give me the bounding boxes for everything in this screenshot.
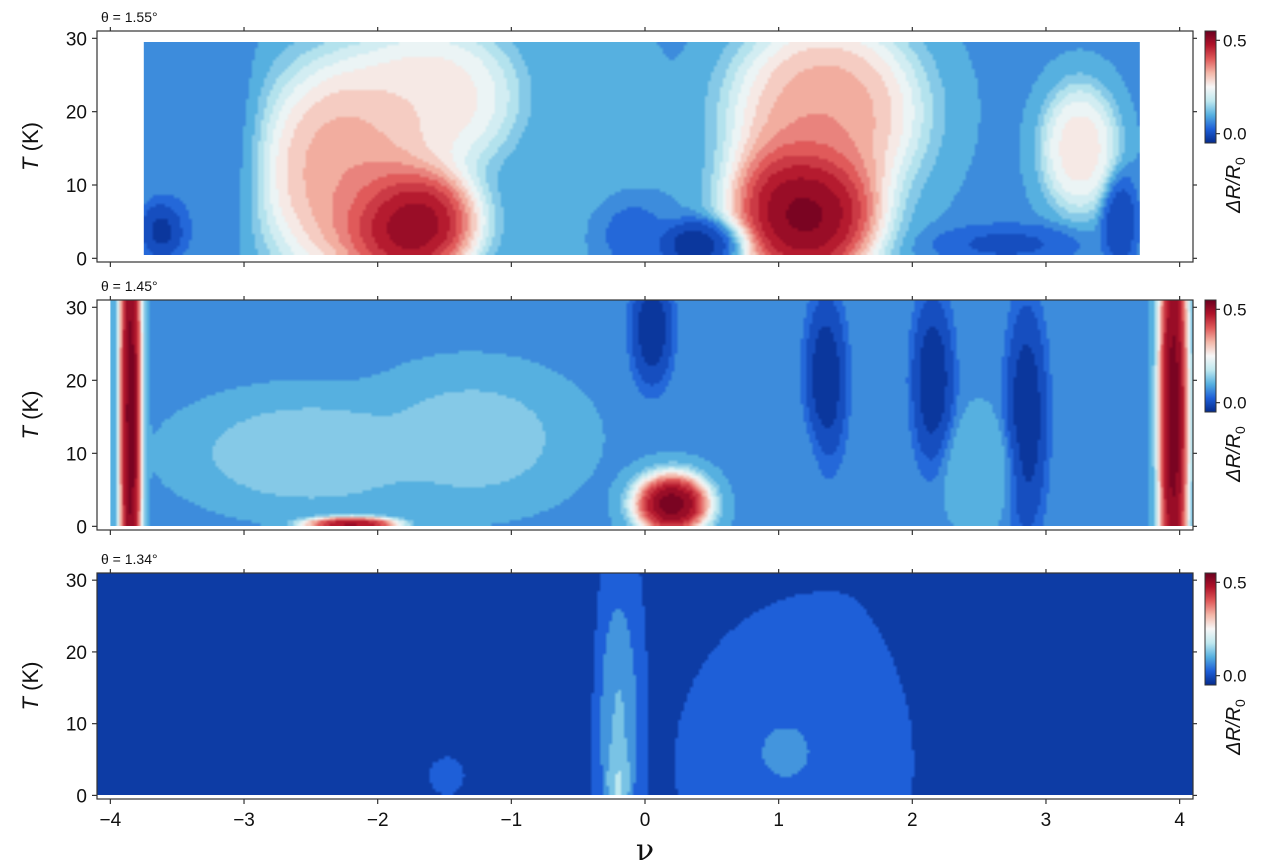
colorbar-tick-label: 0.0 bbox=[1223, 125, 1247, 144]
y-tick-label: 0 bbox=[76, 517, 87, 538]
x-tick-label: 1 bbox=[773, 810, 784, 831]
y-tick-label: 30 bbox=[66, 571, 87, 592]
y-axis-label: T (K) bbox=[18, 391, 43, 440]
x-tick-label: −1 bbox=[501, 810, 523, 831]
heatmap-raster bbox=[110, 300, 1194, 526]
colorbar-tick-label: 0.0 bbox=[1223, 667, 1247, 686]
colorbar-label: ΔR/R0 bbox=[1223, 157, 1248, 214]
x-tick-label: 2 bbox=[907, 810, 918, 831]
colorbar-tick-label: 0.0 bbox=[1223, 394, 1247, 413]
x-tick-label: 4 bbox=[1174, 810, 1185, 831]
y-tick-label: 30 bbox=[66, 29, 87, 50]
y-tick-label: 20 bbox=[66, 103, 87, 124]
x-tick-label: −3 bbox=[233, 810, 255, 831]
y-tick-label: 20 bbox=[66, 643, 87, 664]
y-tick-label: 10 bbox=[66, 176, 87, 197]
colorbar-gradient bbox=[1204, 30, 1217, 144]
x-tick-label: −4 bbox=[100, 810, 122, 831]
colorbar: 0.0 0.5 ΔR/R0 bbox=[1204, 299, 1248, 483]
colorbar-tick-label: 0.5 bbox=[1223, 300, 1247, 319]
y-tick-label: 0 bbox=[76, 786, 87, 807]
panel-title: θ = 1.55° bbox=[101, 9, 158, 25]
x-tick-label: 3 bbox=[1041, 810, 1052, 831]
panel-3: θ = 1.34° −4 −3 −2 −1 0 1 2 3 4 0 10 20 30 T (K) 0.0 0.5… bbox=[18, 551, 1248, 831]
x-tick-label: −2 bbox=[367, 810, 389, 831]
y-tick-label: 30 bbox=[66, 298, 87, 319]
y-tick-label: 20 bbox=[66, 371, 87, 392]
heatmap-raster bbox=[143, 42, 1140, 255]
panel-2: θ = 1.45° 0 10 20 30 T (K) 0.0 0.5 ΔR/R0 bbox=[18, 278, 1248, 538]
colorbar: 0.0 0.5 ΔR/R0 bbox=[1204, 572, 1248, 756]
colorbar-label: ΔR/R0 bbox=[1223, 426, 1248, 483]
panel-title: θ = 1.34° bbox=[101, 551, 158, 567]
x-tick-label: 0 bbox=[640, 810, 651, 831]
colorbar-tick-label: 0.5 bbox=[1223, 573, 1247, 592]
x-axis-label: ν bbox=[636, 833, 654, 867]
colorbar-tick-label: 0.5 bbox=[1223, 31, 1247, 50]
y-tick-label: 10 bbox=[66, 715, 87, 736]
y-axis-label: T (K) bbox=[18, 662, 43, 711]
y-tick-label: 0 bbox=[76, 249, 87, 270]
y-axis-label: T (K) bbox=[18, 122, 43, 171]
y-tick-label: 10 bbox=[66, 444, 87, 465]
panel-1: θ = 1.55° 0 10 20 30 T (K) 0.0 0.5 ΔR/R0 bbox=[18, 9, 1248, 270]
panel-title: θ = 1.45° bbox=[101, 278, 158, 294]
colorbar-gradient bbox=[1204, 299, 1217, 413]
colorbar-label: ΔR/R0 bbox=[1223, 699, 1248, 756]
colorbar-gradient bbox=[1204, 572, 1217, 686]
colorbar: 0.0 0.5 ΔR/R0 bbox=[1204, 30, 1248, 214]
heatmap-raster bbox=[97, 573, 1193, 795]
